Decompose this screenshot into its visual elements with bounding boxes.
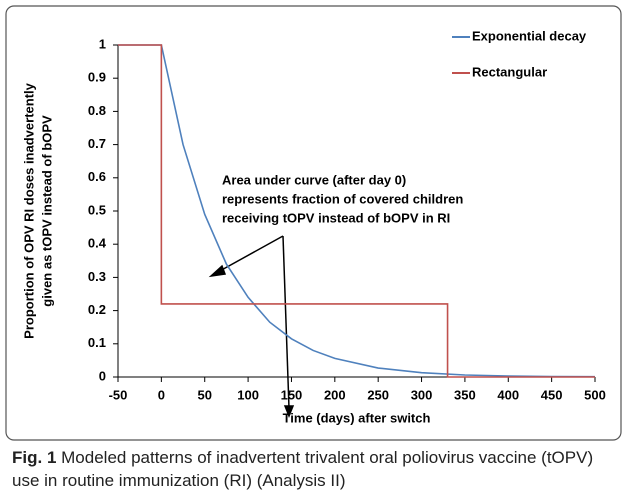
- y-tick-label: 0.4: [88, 236, 107, 251]
- y-tick-label: 1: [99, 36, 106, 51]
- chart: 00.10.20.30.40.50.60.70.80.91-50 0 50 100 15…: [5, 5, 622, 441]
- y-tick-label: 0.9: [88, 70, 106, 85]
- x-tick-label: 500: [584, 387, 606, 402]
- x-tick-label: 150: [281, 387, 303, 402]
- y-axis-title: Proportion of OPV RI doses inadvertently: [21, 82, 36, 338]
- frame: [5, 5, 622, 441]
- x-tick-label: 400: [497, 387, 519, 402]
- arrow-head: [283, 405, 295, 419]
- x-tick-label: 350: [454, 387, 476, 402]
- legend-label: Exponential decay: [472, 28, 587, 43]
- x-axis-title: Time (days) after switch: [283, 410, 431, 425]
- y-tick-label: 0.8: [88, 103, 106, 118]
- legend-label: Rectangular: [472, 64, 547, 79]
- x-tick-label: 0: [158, 387, 165, 402]
- y-tick-label: 0.3: [88, 269, 106, 284]
- x-tick-label: 300: [411, 387, 433, 402]
- x-tick-label: 100: [237, 387, 259, 402]
- y-tick-label: 0.1: [88, 335, 106, 350]
- annotation: receiving tOPV instead of bOPV in RI: [222, 210, 450, 225]
- x-tick-label: 50: [197, 387, 211, 402]
- series-line: [118, 44, 595, 378]
- y-axis-title: given as tOPV instead of bOPV: [39, 115, 54, 307]
- arrow-head: [208, 264, 227, 278]
- x-tick-label: 450: [541, 387, 563, 402]
- x-tick-label: -50: [109, 387, 128, 402]
- y-tick-label: 0.2: [88, 302, 106, 317]
- y-tick-label: 0.7: [88, 136, 106, 151]
- y-tick-label: 0.6: [88, 169, 106, 184]
- caption-text: Modeled patterns of inadvertent trivalen…: [12, 448, 594, 490]
- x-tick-label: 200: [324, 387, 346, 402]
- series-line: [118, 44, 596, 378]
- caption: Fig. 1 Modeled patterns of inadvertent t…: [12, 446, 617, 492]
- x-tick-label: 250: [367, 387, 389, 402]
- annotation: Area under curve (after day 0): [222, 172, 406, 187]
- caption-label: Fig. 1: [12, 448, 57, 467]
- y-tick-label: 0: [99, 368, 106, 383]
- arrow: [282, 235, 290, 409]
- arrow: [217, 235, 284, 273]
- y-tick-label: 0.5: [88, 202, 106, 217]
- arrows: [208, 235, 295, 419]
- annotation: represents fraction of covered children: [222, 191, 463, 206]
